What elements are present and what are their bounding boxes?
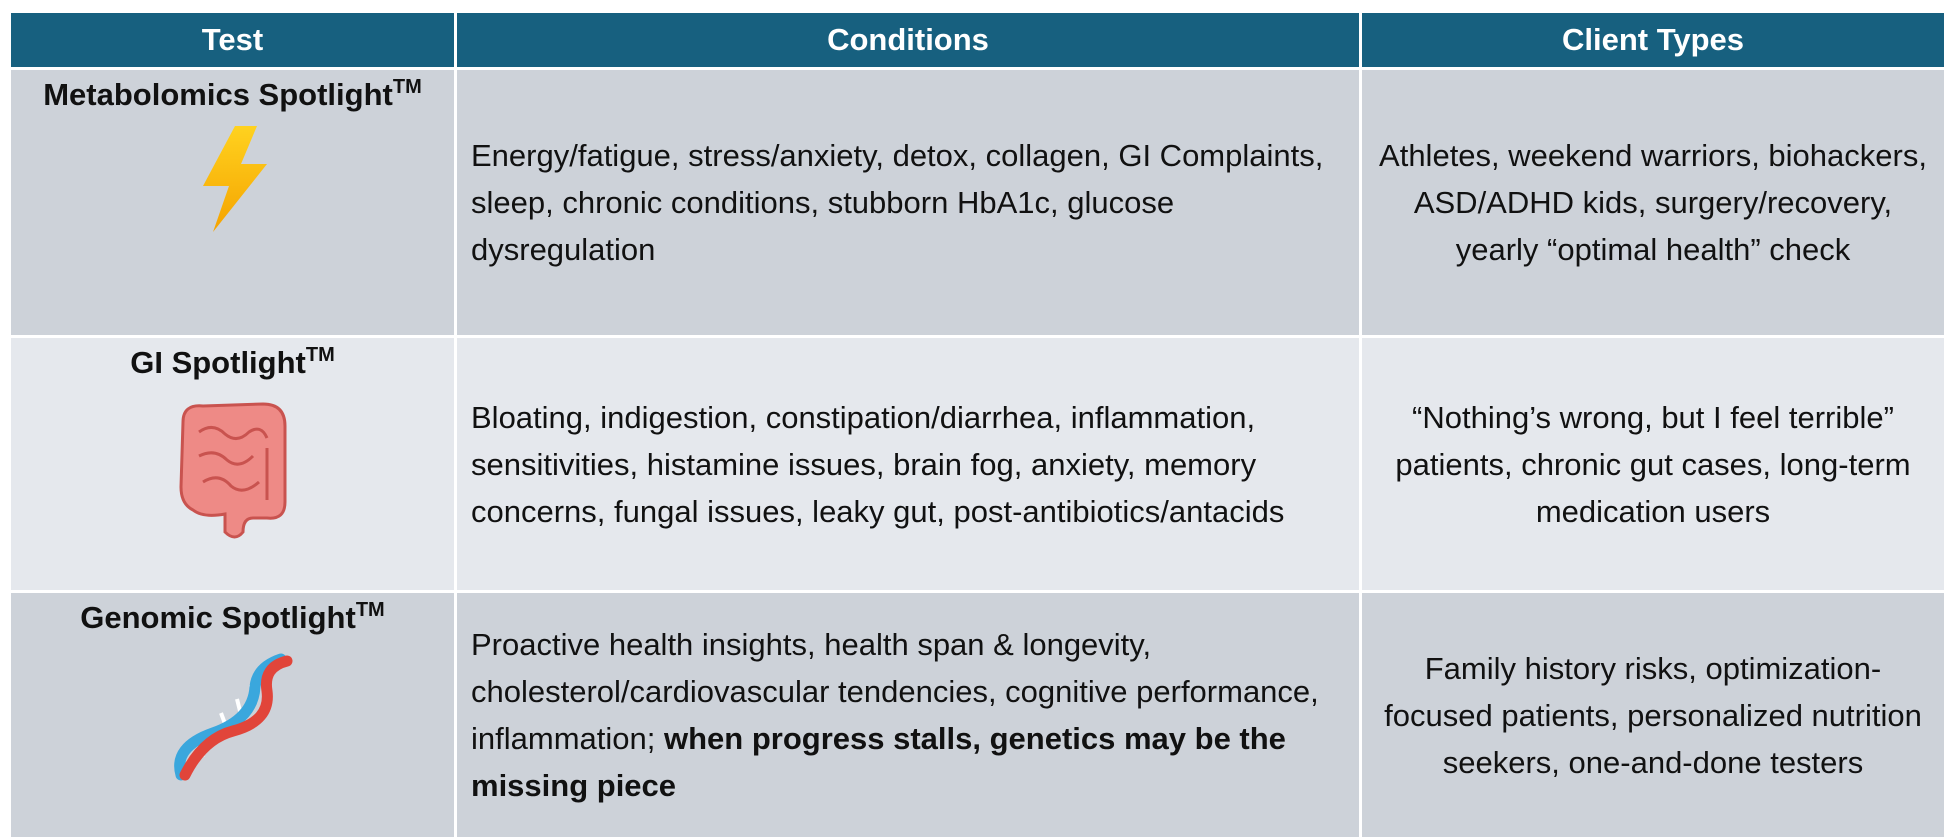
header-cell: Conditions <box>456 12 1361 69</box>
test-name: Metabolomics Spotlight <box>43 77 393 112</box>
table-row: GI SpotlightTM Bloating, indigestion, co… <box>10 337 1944 592</box>
intestine-icon <box>163 392 303 542</box>
trademark: TM <box>356 599 385 621</box>
test-name: Genomic Spotlight <box>80 600 356 635</box>
conditions-cell: Proactive health insights, health span &… <box>456 592 1361 839</box>
intestine <box>181 404 285 537</box>
test-cell: GI SpotlightTM <box>10 337 456 592</box>
header-cell: Client Types <box>1361 12 1944 69</box>
client-types-cell: Athletes, weekend warriors, biohackers, … <box>1361 69 1944 337</box>
table-row: Metabolomics SpotlightTM Energy/fatigue,… <box>10 69 1944 337</box>
client-types-cell: “Nothing’s wrong, but I feel terrible” p… <box>1361 337 1944 592</box>
conditions-text: Energy/fatigue, stress/anxiety, detox, c… <box>471 138 1323 267</box>
dna-icon <box>163 647 303 787</box>
client-types-text: “Nothing’s wrong, but I feel terrible” p… <box>1395 400 1910 529</box>
trademark: TM <box>306 344 335 366</box>
header-cell: Test <box>10 12 456 69</box>
test-cell: Metabolomics SpotlightTM <box>10 69 456 337</box>
test-name: GI Spotlight <box>130 345 306 380</box>
bolt <box>203 126 267 232</box>
conditions-cell: Energy/fatigue, stress/anxiety, detox, c… <box>456 69 1361 337</box>
conditions-cell: Bloating, indigestion, constipation/diar… <box>456 337 1361 592</box>
test-cell: Genomic SpotlightTM <box>10 592 456 839</box>
client-types-cell: Family history risks, optimization-focus… <box>1361 592 1944 839</box>
trademark: TM <box>393 76 422 98</box>
client-types-text: Family history risks, optimization-focus… <box>1384 651 1922 780</box>
table-row: Genomic SpotlightTM Proactive health ins… <box>10 592 1944 839</box>
client-types-text: Athletes, weekend warriors, biohackers, … <box>1379 138 1927 267</box>
conditions-text: Bloating, indigestion, constipation/diar… <box>471 400 1284 529</box>
lightning-icon <box>183 124 283 234</box>
header-row: Test Conditions Client Types <box>10 12 1944 69</box>
spotlight-table: Test Conditions Client Types Metabolomic… <box>8 10 1944 840</box>
